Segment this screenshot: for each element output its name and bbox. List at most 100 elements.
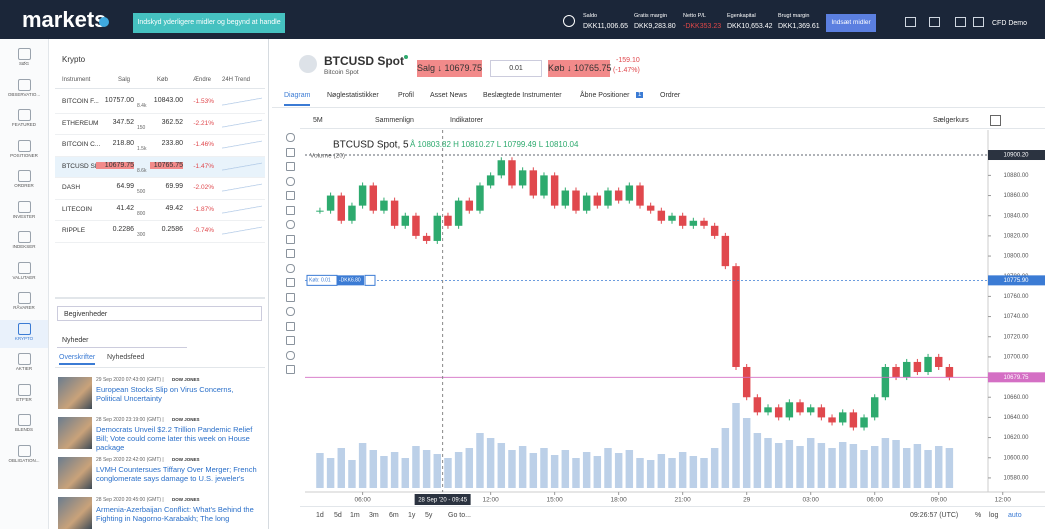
- volume-bar: [455, 452, 462, 488]
- volume-bar: [604, 448, 611, 488]
- candle: [455, 201, 462, 226]
- candle: [743, 367, 750, 397]
- candle: [327, 196, 334, 211]
- volume-bar: [423, 450, 430, 488]
- volume-bar: [583, 452, 590, 488]
- volume-bar: [946, 448, 953, 488]
- volume-bar: [338, 448, 345, 488]
- volume-bar: [764, 438, 771, 488]
- candle: [796, 402, 803, 412]
- price-label: 10900.20: [1003, 153, 1029, 159]
- candle: [316, 211, 323, 212]
- y-tick-label: 10600.00: [1003, 455, 1029, 461]
- volume-bar: [444, 458, 451, 488]
- y-tick-label: 10640.00: [1003, 415, 1029, 421]
- volume-bar: [434, 454, 441, 488]
- candle: [423, 236, 430, 241]
- volume-bar: [796, 446, 803, 488]
- x-tick-label: 12:00: [995, 497, 1012, 504]
- chart-title: BTCUSD Spot, 5: [333, 140, 409, 151]
- candle: [914, 362, 921, 372]
- volume-bar: [818, 443, 825, 488]
- candle: [839, 412, 846, 422]
- volume-bar: [348, 460, 355, 488]
- volume-bar: [519, 446, 526, 488]
- order-label: Køb: 0.01: [309, 278, 331, 284]
- volume-bar: [530, 453, 537, 488]
- candle: [530, 170, 537, 195]
- candle: [519, 170, 526, 185]
- candle: [850, 412, 857, 427]
- x-tick-label: 29: [743, 497, 751, 504]
- volume-bar: [807, 438, 814, 488]
- x-tick-label: 06:00: [354, 497, 371, 504]
- volume-bar: [466, 448, 473, 488]
- x-tick-label: 03:00: [803, 497, 820, 504]
- candle: [466, 201, 473, 211]
- volume-bar: [626, 450, 633, 488]
- volume-bar: [700, 458, 707, 488]
- volume-bar: [882, 438, 889, 488]
- volume-bar: [754, 433, 761, 488]
- volume-bar: [380, 456, 387, 488]
- y-tick-label: 10660.00: [1003, 395, 1029, 401]
- volume-bar: [668, 458, 675, 488]
- volume-bar: [487, 438, 494, 488]
- volume-bar: [572, 458, 579, 488]
- volume-bar: [903, 448, 910, 488]
- candle: [487, 175, 494, 185]
- volume-bar: [508, 450, 515, 488]
- volume-bar: [722, 428, 729, 488]
- volume-bar: [316, 453, 323, 488]
- candle: [615, 191, 622, 201]
- candle: [498, 160, 505, 175]
- candle: [412, 216, 419, 236]
- candle: [636, 185, 643, 205]
- y-tick-label: 10820.00: [1003, 233, 1029, 239]
- candle: [508, 160, 515, 185]
- candle: [370, 185, 377, 210]
- candle: [764, 407, 771, 412]
- x-tick-label: 21:00: [675, 497, 692, 504]
- volume-bar: [359, 443, 366, 488]
- candle: [540, 175, 547, 195]
- y-tick-label: 10860.00: [1003, 193, 1029, 199]
- candle: [402, 216, 409, 226]
- volume-bar: [892, 440, 899, 488]
- volume-bar: [743, 418, 750, 488]
- candle: [359, 185, 366, 205]
- volume-bar: [562, 450, 569, 488]
- candle: [860, 417, 867, 427]
- candle: [594, 196, 601, 206]
- page: {"topbar":{"logo":"markets","promo":"Ind…: [0, 0, 1045, 529]
- volume-bar: [871, 446, 878, 488]
- volume-bar: [636, 458, 643, 488]
- volume-bar: [551, 455, 558, 488]
- volume-bar: [647, 460, 654, 488]
- volume-bar: [924, 450, 931, 488]
- volume-bar: [615, 453, 622, 488]
- volume-bar: [914, 444, 921, 488]
- candle: [434, 216, 441, 241]
- candle: [380, 201, 387, 211]
- volume-bar: [540, 448, 547, 488]
- candle: [754, 397, 761, 412]
- volume-bar: [476, 433, 483, 488]
- chart: 10580.0010600.0010620.0010640.0010660.00…: [0, 0, 1045, 529]
- crosshair-label: 28 Sep '20 - 09:45: [418, 498, 468, 504]
- y-tick-label: 10740.00: [1003, 314, 1029, 320]
- volume-bar: [860, 450, 867, 488]
- order-close[interactable]: [365, 275, 375, 285]
- volume-bar: [839, 442, 846, 488]
- candle: [711, 226, 718, 236]
- candle: [786, 402, 793, 417]
- volume-bar: [412, 446, 419, 488]
- volume-bar: [850, 444, 857, 488]
- y-tick-label: 10880.00: [1003, 173, 1029, 179]
- volume-bar: [498, 443, 505, 488]
- x-tick-label: 18:00: [611, 497, 628, 504]
- y-tick-label: 10700.00: [1003, 354, 1029, 360]
- candle: [679, 216, 686, 226]
- candle: [892, 367, 899, 377]
- y-tick-label: 10720.00: [1003, 334, 1029, 340]
